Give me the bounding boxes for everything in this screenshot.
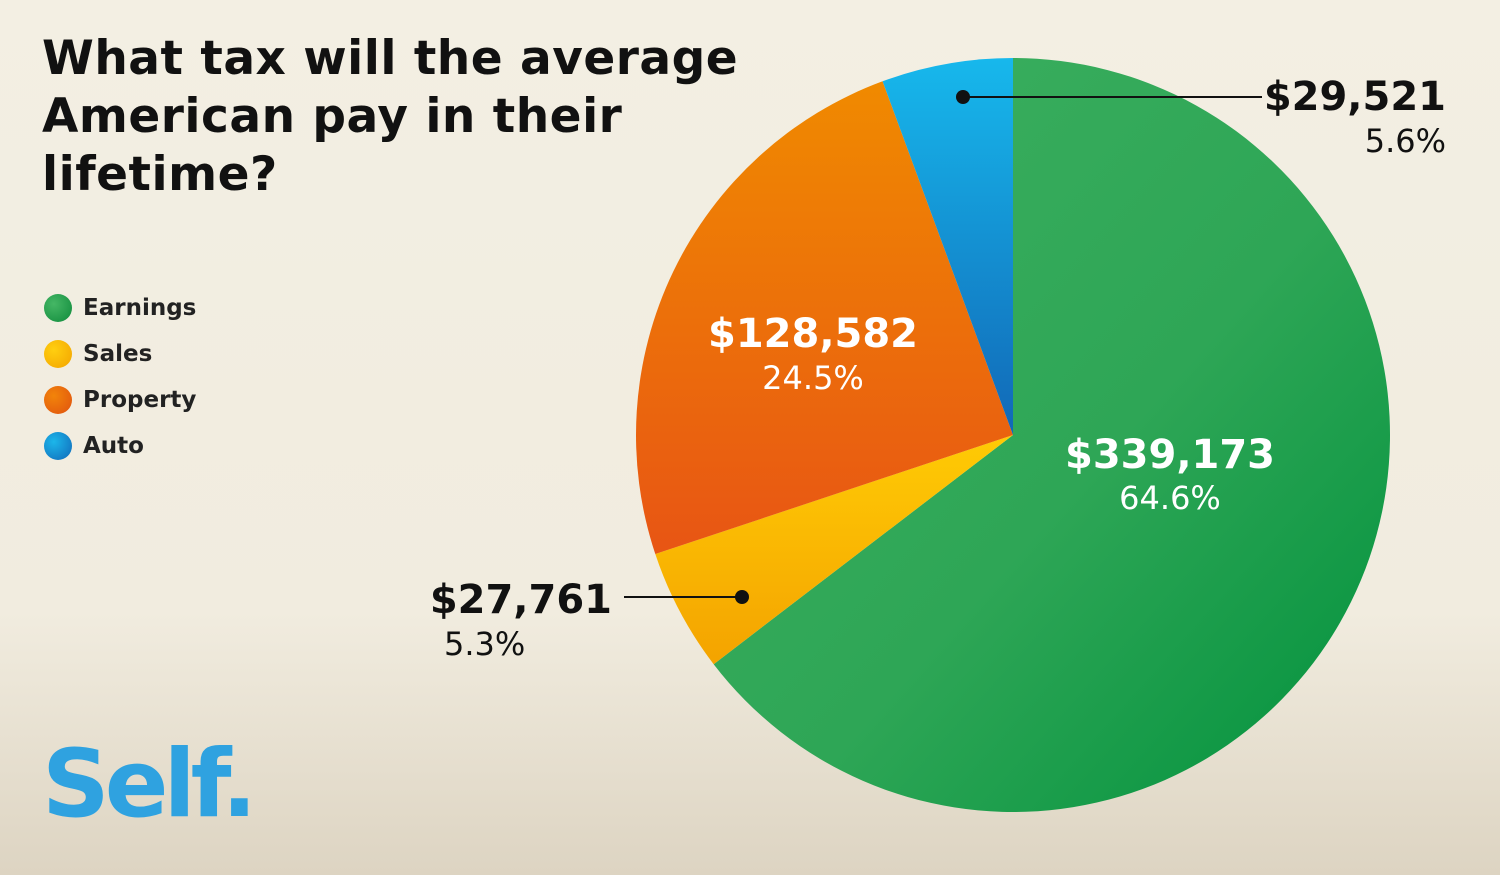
legend-item-earnings: Earnings [44,285,196,331]
legend: Earnings Sales Property Auto [44,285,196,469]
legend-label-auto: Auto [83,433,144,459]
percent-label-sales: 5.3% [444,625,525,663]
value-label-auto: $29,521 [1264,74,1446,120]
logo-text: Self [42,730,226,839]
value-label-property: $128,582 [708,311,918,357]
legend-label-earnings: Earnings [83,295,197,321]
legend-item-property: Property [44,377,196,423]
pie-slice-earnings [713,58,1390,812]
legend-swatch-property [44,386,72,414]
chart-title: What tax will the average American pay i… [42,31,739,202]
pie-slice-auto [882,58,1013,435]
legend-swatch-earnings [44,294,72,322]
pie-slice-sales [655,435,1013,665]
legend-item-sales: Sales [44,331,196,377]
legend-swatch-sales [44,340,72,368]
logo-dot: . [221,730,257,839]
legend-label-sales: Sales [83,341,153,367]
leader-dot-auto [956,90,970,104]
percent-label-property: 24.5% [762,359,864,397]
percent-label-earnings: 64.6% [1119,479,1221,517]
percent-label-auto: 5.6% [1365,122,1446,160]
legend-label-property: Property [83,387,197,413]
value-label-earnings: $339,173 [1065,432,1275,478]
pie-slice-property [636,81,1013,555]
leader-dot-sales [735,590,749,604]
legend-swatch-auto [44,432,72,460]
legend-item-auto: Auto [44,423,196,469]
self-logo: Self. [42,738,257,832]
value-label-sales: $27,761 [430,577,612,623]
